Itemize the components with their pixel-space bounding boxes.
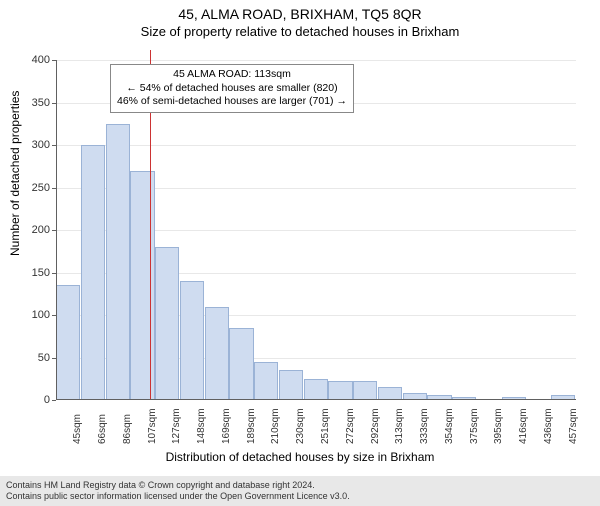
histogram-bar: [353, 381, 377, 400]
x-tick-label: 66sqm: [97, 414, 108, 444]
histogram-bar: [180, 281, 204, 400]
x-tick-label: 45sqm: [72, 414, 83, 444]
x-axis-line: [56, 399, 576, 400]
x-tick-label: 292sqm: [370, 408, 381, 444]
y-tick-label: 250: [10, 182, 50, 194]
y-tick-label: 0: [10, 394, 50, 406]
x-tick-label: 416sqm: [518, 408, 529, 444]
x-tick-label: 272sqm: [345, 408, 356, 444]
annotation-box: 45 ALMA ROAD: 113sqm← 54% of detached ho…: [110, 64, 354, 113]
y-tick-label: 50: [10, 352, 50, 364]
y-tick-label: 300: [10, 139, 50, 151]
x-tick-label: 333sqm: [419, 408, 430, 444]
histogram-bar: [304, 379, 328, 400]
annotation-line-1: 45 ALMA ROAD: 113sqm: [117, 68, 347, 82]
y-tick-label: 150: [10, 267, 50, 279]
histogram-bar: [155, 247, 179, 400]
x-tick-label: 107sqm: [147, 408, 158, 444]
gridline: [56, 145, 576, 146]
annotation-line-2: ← 54% of detached houses are smaller (82…: [117, 82, 347, 96]
x-tick-label: 210sqm: [270, 408, 281, 444]
y-tick-label: 100: [10, 309, 50, 321]
y-axis-line: [56, 60, 57, 400]
y-tick-label: 350: [10, 97, 50, 109]
histogram-bar: [106, 124, 130, 400]
x-tick-label: 457sqm: [568, 408, 579, 444]
chart-plot-area: 45 ALMA ROAD: 113sqm← 54% of detached ho…: [56, 60, 576, 400]
page-subtitle: Size of property relative to detached ho…: [0, 24, 600, 39]
histogram-bar: [328, 381, 352, 400]
y-tick-mark: [52, 400, 56, 401]
histogram-bar: [56, 285, 80, 400]
x-tick-label: 86sqm: [122, 414, 133, 444]
footer-line-1: Contains HM Land Registry data © Crown c…: [6, 480, 594, 491]
x-tick-label: 189sqm: [246, 408, 257, 444]
histogram-bar: [130, 171, 154, 401]
x-tick-label: 251sqm: [320, 408, 331, 444]
y-tick-label: 400: [10, 54, 50, 66]
page-title: 45, ALMA ROAD, BRIXHAM, TQ5 8QR: [0, 6, 600, 22]
histogram-bar: [229, 328, 253, 400]
x-tick-label: 230sqm: [295, 408, 306, 444]
x-tick-label: 375sqm: [469, 408, 480, 444]
histogram-bar: [254, 362, 278, 400]
annotation-line-3: 46% of semi-detached houses are larger (…: [117, 95, 347, 109]
x-tick-label: 148sqm: [196, 408, 207, 444]
footer-line-2: Contains public sector information licen…: [6, 491, 594, 502]
x-tick-label: 354sqm: [444, 408, 455, 444]
x-tick-label: 313sqm: [394, 408, 405, 444]
x-tick-label: 169sqm: [221, 408, 232, 444]
histogram-bar: [81, 145, 105, 400]
gridline: [56, 60, 576, 61]
x-tick-label: 127sqm: [171, 408, 182, 444]
x-axis-label: Distribution of detached houses by size …: [0, 450, 600, 464]
histogram-bar: [205, 307, 229, 401]
y-tick-label: 200: [10, 224, 50, 236]
x-tick-label: 436sqm: [543, 408, 554, 444]
histogram-bar: [279, 370, 303, 400]
x-tick-label: 395sqm: [493, 408, 504, 444]
footer-attribution: Contains HM Land Registry data © Crown c…: [0, 476, 600, 506]
